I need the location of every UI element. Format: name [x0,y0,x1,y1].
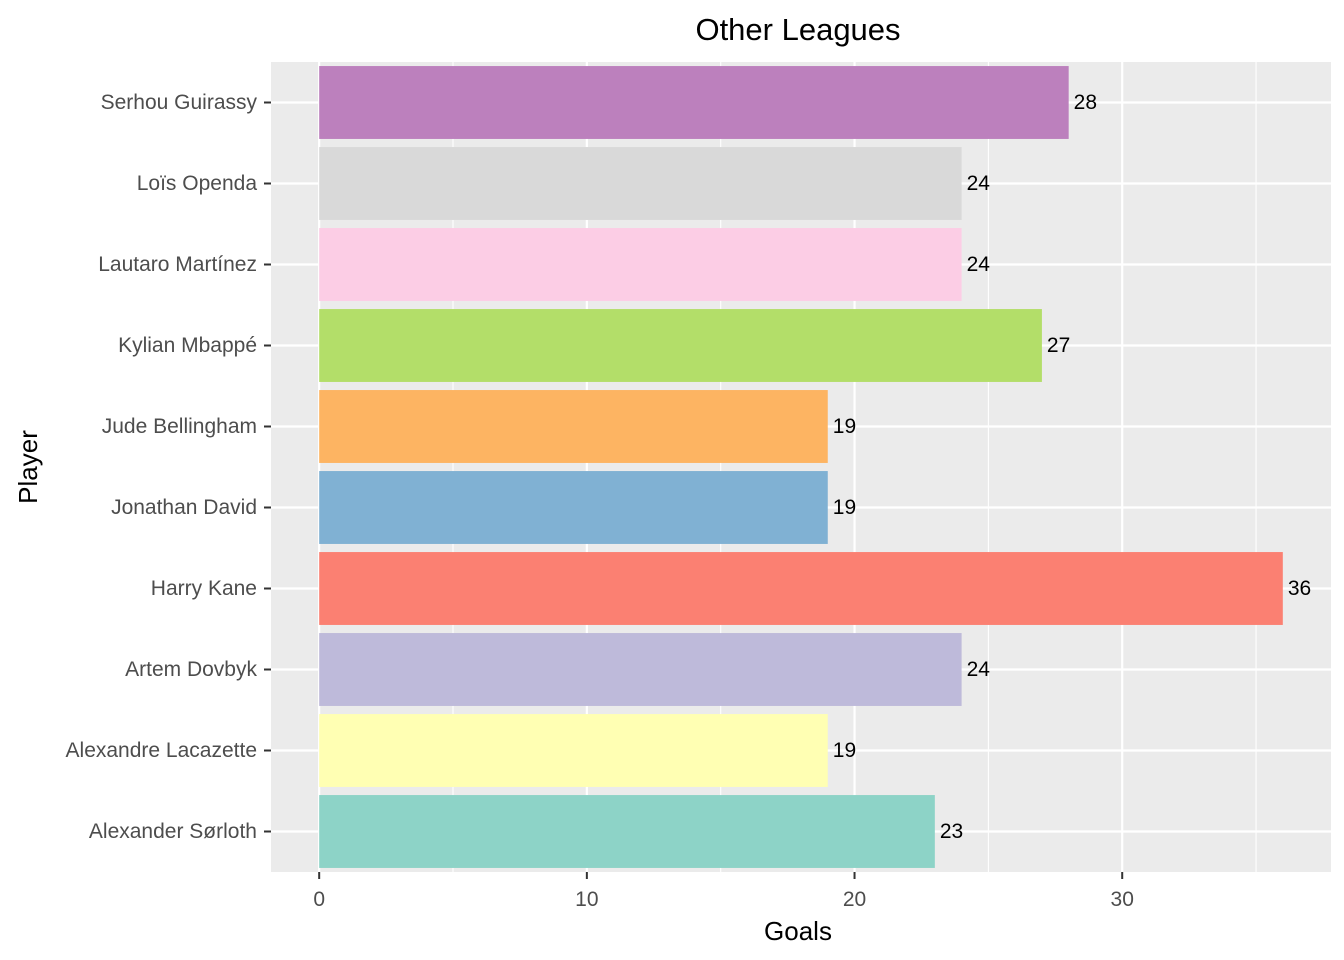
bar [319,309,1042,382]
bar [319,714,828,787]
bar [319,795,935,868]
y-tick-label: Serhou Guirassy [101,91,258,114]
bar [319,471,828,544]
data-label: 36 [1288,577,1311,600]
data-label: 23 [940,820,963,843]
data-label: 19 [833,496,856,519]
bar [319,633,962,706]
x-tick-label: 20 [843,888,866,911]
x-axis-title: Goals [764,916,832,946]
y-tick-label: Jude Bellingham [102,415,257,438]
bar [319,147,962,220]
data-label: 24 [967,253,991,276]
y-tick-label: Kylian Mbappé [118,334,257,357]
y-axis-title: Player [13,430,43,504]
x-tick-label: 0 [313,888,325,911]
bars [319,66,1283,868]
data-label: 19 [833,415,856,438]
data-label: 19 [833,739,856,762]
data-label: 27 [1047,334,1070,357]
y-tick-label: Loïs Openda [137,172,258,195]
bar [319,390,828,463]
chart-title: Other Leagues [695,12,900,47]
y-tick-label: Harry Kane [151,577,257,600]
x-tick-label: 10 [575,888,598,911]
bar [319,228,962,301]
x-tick-label: 30 [1111,888,1134,911]
data-label: 24 [967,658,991,681]
axes: Serhou Guirassy Loïs Openda Lautaro Martín… [66,91,1134,911]
y-tick-label: Alexander Sørloth [89,820,257,843]
y-tick-label: Jonathan David [111,496,257,519]
data-labels: 28 24 24 27 19 19 36 24 19 23 [833,91,1311,843]
bar [319,552,1283,625]
data-label: 28 [1074,91,1097,114]
bar [319,66,1069,139]
y-tick-label: Lautaro Martínez [98,253,257,276]
y-tick-label: Artem Dovbyk [125,658,257,681]
data-label: 24 [967,172,991,195]
y-tick-label: Alexandre Lacazette [66,739,257,762]
